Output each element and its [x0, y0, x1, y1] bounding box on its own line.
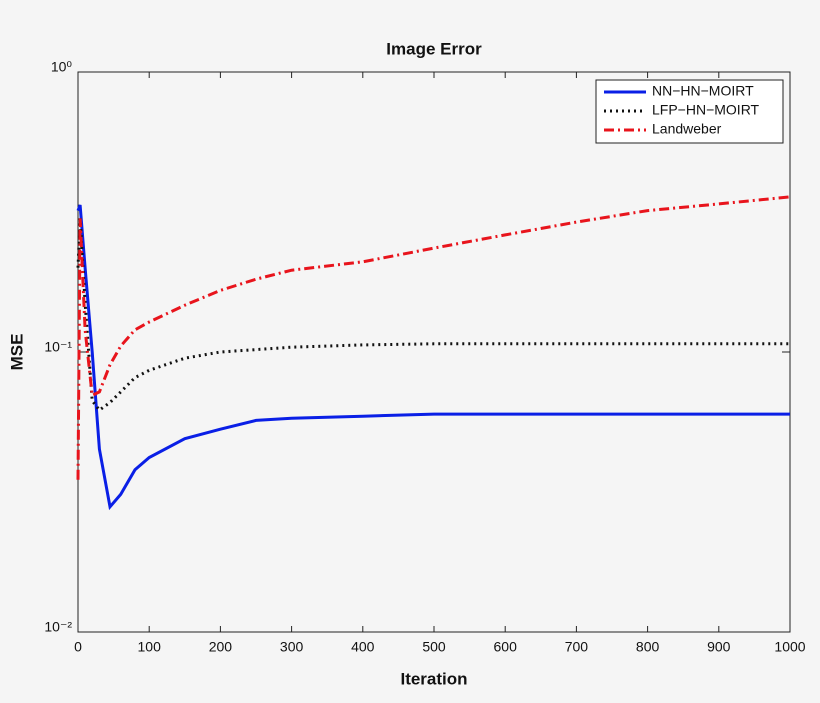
chart-title: Image Error [386, 39, 482, 58]
x-tick-label: 800 [636, 639, 660, 655]
legend-label: LFP−HN−MOIRT [652, 102, 760, 118]
legend-label: NN−HN−MOIRT [652, 83, 754, 99]
y-tick-label: 10⁰ [51, 59, 73, 75]
x-tick-label: 600 [494, 639, 518, 655]
x-tick-label: 500 [422, 639, 446, 655]
x-tick-label: 900 [707, 639, 731, 655]
x-tick-label: 1000 [774, 639, 805, 655]
y-axis-label: MSE [7, 334, 26, 371]
y-tick-label: 10⁻¹ [44, 339, 72, 355]
y-tick-label: 10⁻² [44, 619, 72, 635]
x-tick-label: 0 [74, 639, 82, 655]
legend-label: Landweber [652, 121, 722, 137]
x-tick-label: 400 [351, 639, 375, 655]
series-line [76, 195, 791, 480]
x-tick-label: 700 [565, 639, 589, 655]
x-tick-label: 100 [138, 639, 162, 655]
series-line [76, 204, 790, 511]
series-line [76, 218, 790, 413]
x-axis-label: Iteration [400, 669, 467, 688]
x-tick-label: 300 [280, 639, 304, 655]
x-tick-label: 200 [209, 639, 233, 655]
